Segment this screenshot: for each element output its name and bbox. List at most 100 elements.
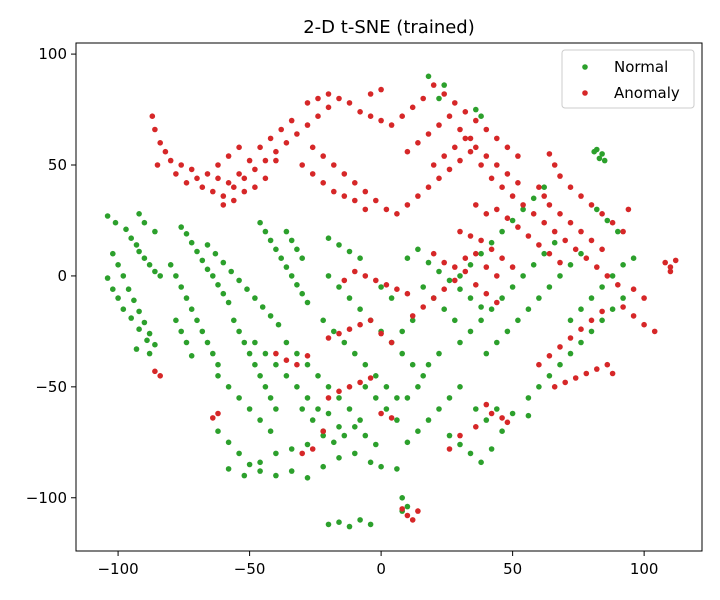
x-tick-label: −100 — [97, 560, 138, 578]
normal-point — [478, 459, 484, 466]
chart-title: 2-D t-SNE (trained) — [303, 17, 475, 38]
normal-point — [346, 248, 353, 255]
anomaly-point — [452, 144, 458, 151]
normal-point — [499, 228, 505, 235]
anomaly-point — [541, 219, 547, 226]
anomaly-point — [236, 171, 242, 177]
anomaly-point — [415, 508, 421, 514]
normal-point — [415, 428, 421, 435]
normal-point — [304, 361, 311, 368]
normal-point — [215, 361, 221, 368]
normal-point — [125, 286, 132, 293]
anomaly-point — [367, 91, 374, 97]
anomaly-point — [362, 273, 369, 279]
anomaly-point — [473, 424, 479, 430]
normal-point — [373, 441, 379, 448]
anomaly-point — [231, 184, 237, 190]
normal-point — [215, 282, 221, 288]
anomaly-point — [220, 202, 227, 208]
anomaly-point — [446, 166, 453, 173]
anomaly-point — [241, 175, 248, 182]
anomaly-point — [157, 373, 163, 379]
normal-point — [112, 219, 119, 226]
anomaly-point — [415, 193, 421, 199]
anomaly-point — [325, 104, 332, 111]
anomaly-point — [578, 193, 584, 199]
normal-point — [494, 406, 500, 412]
anomaly-point — [599, 246, 605, 253]
normal-point — [183, 295, 190, 301]
normal-point — [588, 328, 595, 335]
normal-point — [336, 242, 342, 248]
normal-point — [467, 328, 474, 335]
normal-point — [152, 228, 158, 235]
normal-point — [304, 475, 311, 481]
normal-point — [620, 262, 626, 268]
anomaly-point — [309, 446, 316, 452]
normal-point — [509, 284, 516, 290]
anomaly-point — [210, 415, 216, 421]
normal-point — [609, 306, 616, 313]
anomaly-point — [630, 313, 637, 319]
anomaly-point — [494, 206, 500, 213]
anomaly-point — [152, 368, 158, 375]
anomaly-point — [483, 290, 490, 297]
normal-point — [415, 246, 421, 253]
normal-point — [601, 157, 608, 164]
normal-point — [141, 319, 148, 326]
anomaly-point — [430, 82, 437, 88]
anomaly-point — [572, 375, 579, 381]
anomaly-point — [220, 193, 227, 199]
anomaly-point — [452, 100, 458, 106]
normal-point — [567, 350, 574, 357]
anomaly-point — [599, 308, 605, 315]
anomaly-point — [236, 144, 242, 151]
normal-point — [394, 395, 400, 401]
anomaly-point — [536, 242, 542, 248]
anomaly-point — [178, 162, 184, 168]
anomaly-point — [588, 202, 595, 208]
anomaly-point — [378, 86, 384, 93]
normal-point — [294, 282, 300, 288]
normal-point — [152, 268, 158, 275]
anomaly-point — [378, 117, 384, 124]
normal-point — [452, 317, 458, 324]
normal-point — [136, 326, 142, 333]
normal-point — [262, 384, 269, 390]
normal-point — [225, 384, 232, 390]
anomaly-point — [388, 122, 395, 128]
anomaly-point — [383, 282, 390, 288]
anomaly-point — [231, 197, 237, 204]
normal-point — [457, 384, 463, 390]
anomaly-point — [504, 419, 511, 426]
normal-point — [425, 417, 432, 423]
normal-point — [425, 361, 432, 368]
normal-point — [578, 306, 584, 313]
normal-point — [225, 466, 232, 472]
anomaly-point — [320, 428, 327, 435]
anomaly-point — [273, 148, 279, 155]
normal-point — [183, 231, 190, 237]
normal-point — [352, 450, 358, 457]
anomaly-point — [225, 180, 232, 186]
anomaly-point — [157, 140, 163, 146]
anomaly-point — [273, 157, 279, 164]
normal-point — [567, 262, 574, 268]
anomaly-point — [536, 184, 542, 190]
anomaly-point — [494, 162, 500, 168]
anomaly-point — [604, 361, 611, 368]
normal-point — [236, 277, 242, 284]
anomaly-point — [572, 246, 579, 253]
normal-point — [378, 284, 384, 290]
normal-point — [394, 417, 400, 423]
anomaly-point — [194, 175, 200, 182]
normal-point — [404, 439, 411, 446]
normal-point — [210, 273, 216, 279]
anomaly-point — [473, 144, 479, 151]
normal-point — [599, 151, 605, 157]
anomaly-point — [441, 153, 448, 159]
normal-point — [362, 432, 369, 439]
normal-point — [288, 237, 295, 244]
normal-point — [499, 428, 505, 435]
anomaly-point — [399, 113, 406, 119]
